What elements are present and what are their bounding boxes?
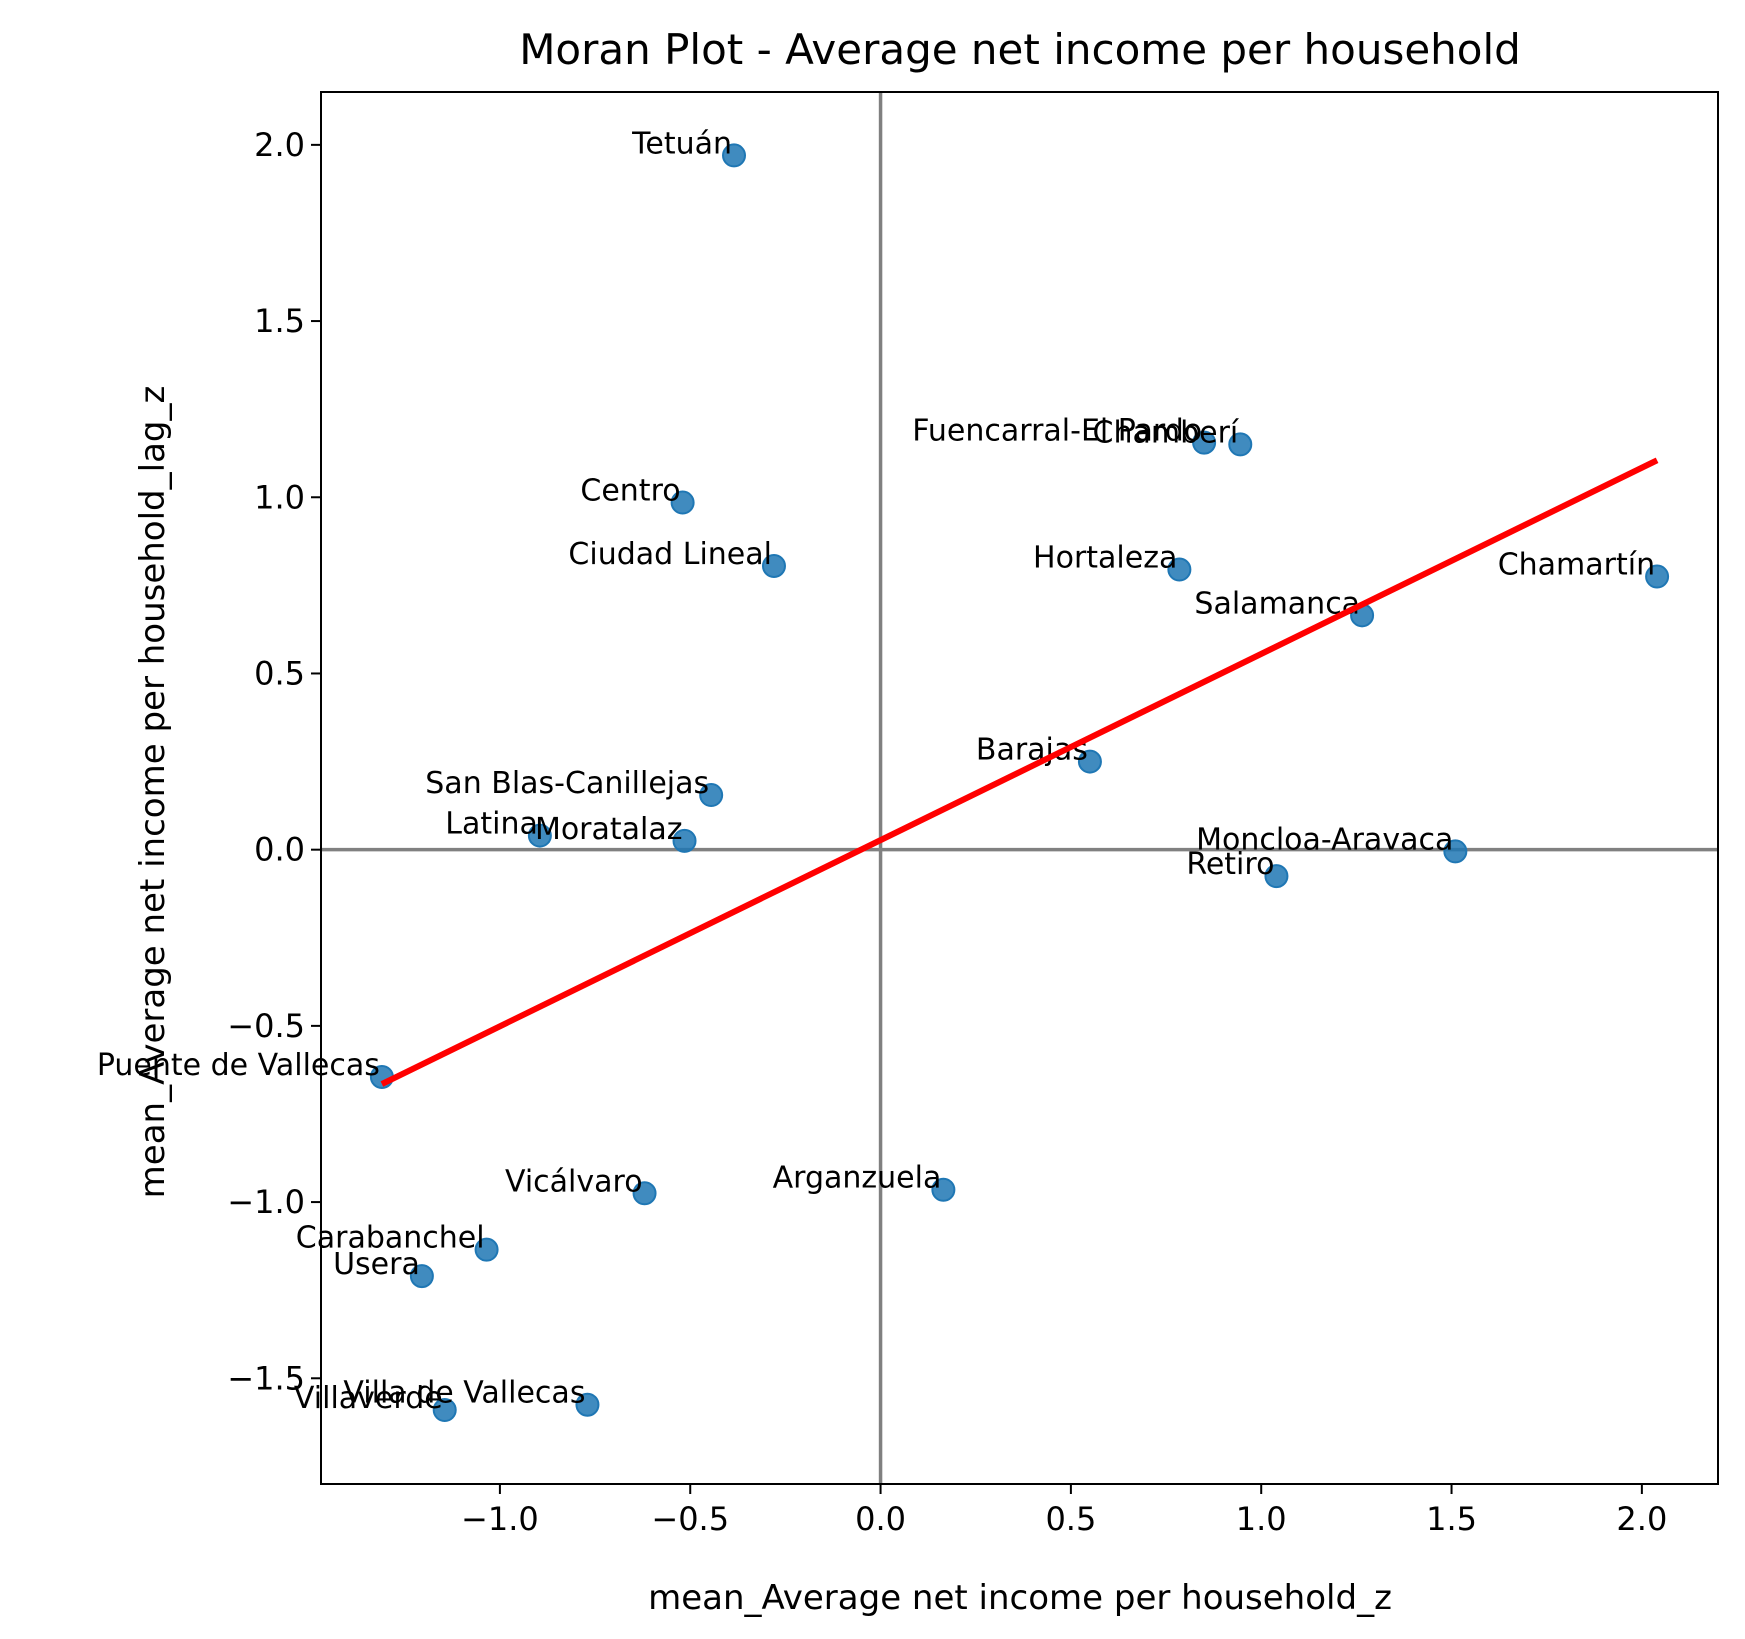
y-axis-label: mean_Average net income per household_la… [133,386,173,1199]
x-tick-label: 1.5 [1426,1500,1477,1538]
data-point-villa-de-vallecas [575,1392,600,1417]
data-point-san-blas-canillejas [699,783,724,808]
point-label-hortaleza: Hortaleza [1033,541,1177,576]
y-tick-label: −1.5 [227,1359,305,1397]
point-label-retiro: Retiro [1186,847,1274,882]
data-point-moncloa-aravaca [1443,839,1468,864]
x-tick-label: 0.5 [1045,1500,1096,1538]
y-tick-label: 1.0 [254,478,305,516]
data-point-moratalaz [672,828,697,853]
data-point-usera [409,1264,434,1289]
point-label-villa-de-vallecas: Villa de Vallecas [343,1376,585,1411]
data-point-chamartin [1645,564,1670,589]
x-axis-label: mean_Average net income per household_z [648,1578,1392,1618]
data-point-fuencarral-el-pardo [1192,430,1217,455]
point-label-usera: Usera [333,1247,420,1282]
x-tick-label: 1.0 [1236,1500,1287,1538]
data-point-villaverde [432,1397,457,1422]
point-label-latina: Latina [445,807,538,842]
data-point-chamberi [1228,432,1253,457]
point-label-carabanchel: Carabanchel [296,1221,485,1256]
data-point-tetuan [722,143,747,168]
y-axis-ticks: −1.5 −1.0 −0.5 0.0 0.5 1.0 1.5 2.0 [227,126,321,1397]
point-label-villaverde: Villaverde [294,1381,443,1416]
point-label-ciudad-lineal: Ciudad Lineal [568,537,772,572]
point-label-tetuan: Tetuán [631,126,732,161]
data-point-barajas [1077,749,1102,774]
y-tick-label: 0.0 [254,831,305,869]
point-label-moratalaz: Moratalaz [535,812,683,847]
data-point-hortaleza [1167,557,1192,582]
data-point-latina [527,823,552,848]
x-tick-label: −1.0 [461,1500,539,1538]
point-label-chamartin: Chamartín [1498,548,1655,583]
chart-title: Moran Plot - Average net income per hous… [519,25,1521,74]
data-point-carabanchel [474,1237,499,1262]
point-label-moncloa-aravaca: Moncloa-Aravaca [1196,822,1453,857]
regression-line [380,457,1659,1087]
point-label-vicalvaro: Vicálvaro [505,1164,643,1199]
point-label-san-blas-canillejas: San Blas-Canillejas [425,766,709,801]
y-tick-label: 2.0 [254,126,305,164]
y-tick-label: 0.5 [254,654,305,692]
data-point-vicalvaro [632,1181,657,1206]
reference-lines [321,92,1718,1484]
plot-frame [320,91,1719,1485]
point-label-puente-de-vallecas: Puente de Vallecas [97,1048,380,1083]
data-points [369,143,1670,1422]
data-point-arganzuela [931,1177,956,1202]
point-label-chamberi: Chamberí [1093,415,1240,450]
regression-line-group [380,457,1659,1087]
y-tick-label: −0.5 [227,1007,305,1045]
y-tick-label: 1.5 [254,302,305,340]
data-point-retiro [1264,864,1289,889]
x-tick-label: 2.0 [1616,1500,1667,1538]
point-label-salamanca: Salamanca [1194,586,1360,621]
point-label-fuencarral-el-pardo: Fuencarral-El Pardo [912,414,1202,449]
point-label-arganzuela: Arganzuela [773,1161,942,1196]
x-tick-label: −0.5 [651,1500,729,1538]
data-point-centro [670,490,695,515]
x-tick-label: 0.0 [855,1500,906,1538]
data-point-ciudad-lineal [761,553,786,578]
y-tick-label: −1.0 [227,1183,305,1221]
point-label-centro: Centro [580,474,680,509]
x-axis-ticks: −1.0 −0.5 0.0 0.5 1.0 1.5 2.0 [461,1484,1667,1538]
